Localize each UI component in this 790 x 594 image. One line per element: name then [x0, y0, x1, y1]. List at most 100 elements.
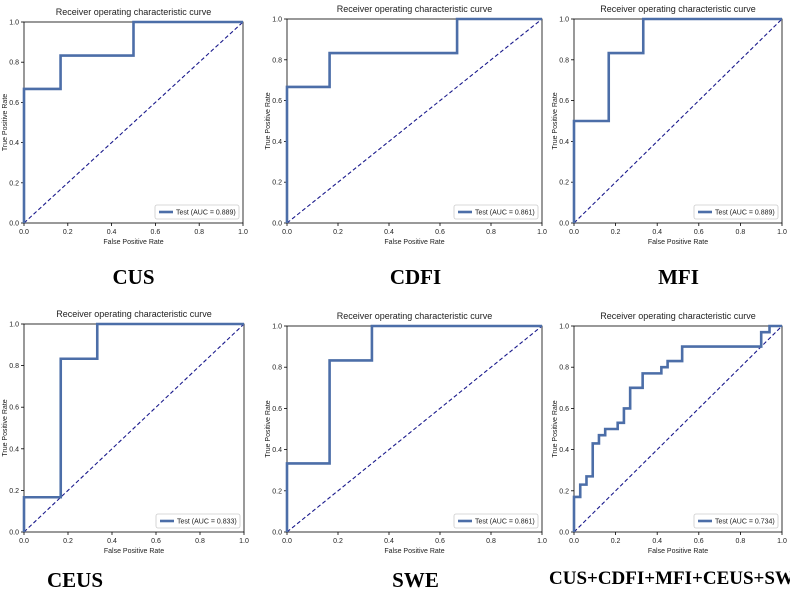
- x-tick-label: 1.0: [537, 538, 547, 545]
- roc-curve: [22, 322, 244, 532]
- plot-frame: [573, 325, 783, 533]
- caption-cus: CUS: [112, 265, 155, 289]
- chart-title: Receiver operating characteristic curve: [56, 309, 212, 319]
- roc-chart-swe: Receiver operating characteristic curve 0…: [265, 311, 547, 555]
- roc-chart-ceus: Receiver operating characteristic curve 0…: [2, 309, 249, 555]
- x-axis-label: False Positive Rate: [103, 239, 163, 246]
- chance-diagonal: [573, 18, 783, 224]
- y-tick-label: 0.6: [559, 406, 569, 413]
- x-tick-label: 0.2: [63, 538, 73, 545]
- x-tick-label: 0.4: [652, 538, 662, 545]
- y-tick-label: 0.4: [272, 447, 282, 454]
- y-tick-label: 0.6: [272, 406, 282, 413]
- y-tick-label: 0.8: [272, 365, 282, 372]
- caption-cdfi: CDFI: [389, 265, 442, 289]
- chart-title: Receiver operating characteristic curve: [337, 4, 493, 14]
- x-tick-label: 0.2: [611, 229, 621, 236]
- y-tick-label: 0.4: [559, 447, 569, 454]
- x-axis-label: False Positive Rate: [648, 548, 708, 555]
- caption-combined: CUS+CDFI+MFI+CEUS+SWE: [549, 568, 790, 589]
- legend-label: Test (AUC = 0.833): [177, 519, 237, 526]
- x-tick-label: 0.0: [19, 229, 29, 236]
- y-tick-label: 0.8: [559, 57, 569, 64]
- x-tick-label: 0.8: [736, 538, 746, 545]
- legend-label: Test (AUC = 0.734): [715, 519, 775, 526]
- y-tick-label: 0.8: [9, 60, 19, 67]
- chart-title: Receiver operating characteristic curve: [337, 311, 493, 321]
- x-tick-label: 0.6: [151, 538, 161, 545]
- legend-box: [453, 204, 539, 220]
- x-tick-label: 1.0: [537, 229, 547, 236]
- roc-curve: [572, 17, 782, 223]
- chance-diagonal: [573, 325, 783, 533]
- y-tick-label: 1.0: [559, 17, 569, 24]
- x-axis-label: False Positive Rate: [104, 548, 164, 555]
- x-tick-label: 0.6: [694, 229, 704, 236]
- y-tick-label: 0.2: [272, 180, 282, 187]
- y-tick-label: 0.4: [559, 139, 569, 146]
- legend-label: Test (AUC = 0.889): [176, 210, 236, 217]
- x-tick-label: 0.2: [611, 538, 621, 545]
- x-tick-label: 1.0: [777, 538, 787, 545]
- caption-mfi: MFI: [658, 265, 699, 289]
- y-tick-label: 0.6: [272, 98, 282, 105]
- y-tick-label: 0.8: [559, 365, 569, 372]
- y-tick-label: 0.8: [9, 363, 19, 370]
- roc-chart-combined: Receiver operating characteristic curve 0…: [552, 311, 787, 555]
- roc-panel-swe: Receiver operating characteristic curve 0…: [262, 296, 547, 594]
- x-tick-label: 0.0: [569, 229, 579, 236]
- x-axis-label: False Positive Rate: [384, 548, 444, 555]
- y-tick-label: 0.0: [9, 530, 19, 537]
- x-tick-label: 0.4: [384, 229, 394, 236]
- y-tick-label: 0.0: [272, 221, 282, 228]
- x-tick-label: 0.6: [151, 229, 161, 236]
- x-tick-label: 0.6: [694, 538, 704, 545]
- y-axis-label: True Positive Rate: [2, 399, 9, 456]
- x-tick-label: 0.2: [333, 538, 343, 545]
- legend-box: [154, 204, 240, 220]
- y-tick-label: 0.6: [559, 98, 569, 105]
- roc-chart-cus: Receiver operating characteristic curve 0…: [2, 7, 248, 246]
- y-tick-label: 0.4: [9, 446, 19, 453]
- x-tick-label: 0.4: [107, 538, 117, 545]
- legend-box: [155, 513, 241, 529]
- roc-chart-mfi: Receiver operating characteristic curve 0…: [552, 4, 787, 246]
- y-tick-label: 0.0: [272, 530, 282, 537]
- roc-panel-mfi: Receiver operating characteristic curve 0…: [549, 0, 790, 290]
- roc-curve: [285, 17, 542, 223]
- y-tick-label: 0.0: [559, 530, 569, 537]
- y-tick-label: 1.0: [272, 17, 282, 24]
- x-tick-label: 0.2: [63, 229, 73, 236]
- legend-label: Test (AUC = 0.889): [715, 210, 775, 217]
- y-tick-label: 0.2: [272, 488, 282, 495]
- x-tick-label: 0.8: [736, 229, 746, 236]
- x-tick-label: 1.0: [238, 229, 248, 236]
- chance-diagonal: [23, 323, 245, 533]
- y-axis-label: True Positive Rate: [552, 400, 559, 457]
- x-tick-label: 0.0: [19, 538, 29, 545]
- roc-curve: [572, 324, 782, 532]
- y-tick-label: 0.6: [9, 405, 19, 412]
- x-tick-label: 1.0: [239, 538, 249, 545]
- y-tick-label: 0.2: [9, 180, 19, 187]
- chance-diagonal: [286, 325, 543, 533]
- x-tick-label: 0.0: [569, 538, 579, 545]
- y-axis-label: True Positive Rate: [552, 92, 559, 149]
- y-tick-label: 0.0: [559, 221, 569, 228]
- legend-label: Test (AUC = 0.861): [475, 210, 535, 217]
- legend-box: [453, 513, 539, 529]
- y-tick-label: 0.0: [9, 221, 19, 228]
- y-tick-label: 0.2: [559, 488, 569, 495]
- x-tick-label: 0.0: [282, 538, 292, 545]
- y-axis-label: True Positive Rate: [265, 92, 272, 149]
- legend-box: [693, 204, 779, 220]
- x-tick-label: 0.4: [107, 229, 117, 236]
- legend-label: Test (AUC = 0.861): [475, 519, 535, 526]
- y-tick-label: 1.0: [9, 20, 19, 27]
- x-tick-label: 0.8: [486, 229, 496, 236]
- y-tick-label: 0.4: [272, 139, 282, 146]
- y-tick-label: 1.0: [9, 322, 19, 329]
- y-tick-label: 0.8: [272, 57, 282, 64]
- x-tick-label: 0.4: [384, 538, 394, 545]
- caption-swe: SWE: [392, 568, 439, 592]
